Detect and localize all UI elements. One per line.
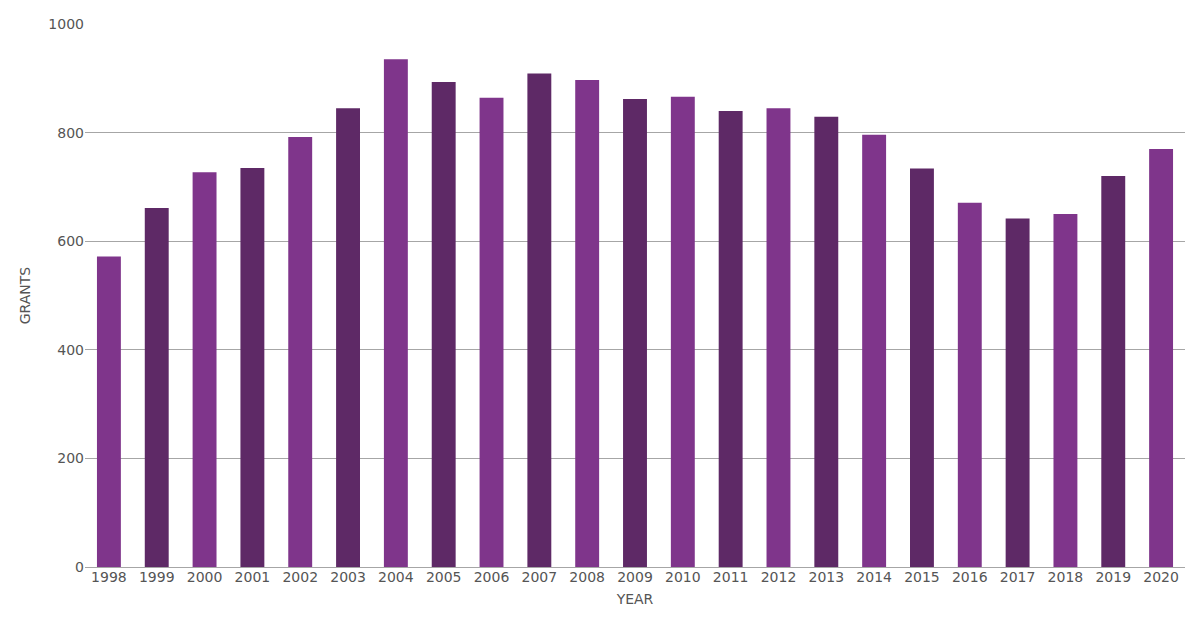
svg-text:600: 600 <box>57 233 84 249</box>
svg-text:GRANTS: GRANTS <box>17 267 33 325</box>
svg-text:2001: 2001 <box>235 569 271 585</box>
svg-text:2012: 2012 <box>761 569 797 585</box>
svg-text:2000: 2000 <box>187 569 223 585</box>
svg-text:2005: 2005 <box>426 569 462 585</box>
svg-text:800: 800 <box>57 125 84 141</box>
svg-text:2009: 2009 <box>617 569 653 585</box>
svg-text:2020: 2020 <box>1143 569 1179 585</box>
svg-text:2011: 2011 <box>713 569 749 585</box>
svg-text:2016: 2016 <box>952 569 988 585</box>
svg-text:1999: 1999 <box>139 569 175 585</box>
svg-text:2003: 2003 <box>330 569 366 585</box>
svg-text:2008: 2008 <box>569 569 605 585</box>
svg-text:1998: 1998 <box>91 569 127 585</box>
svg-text:2002: 2002 <box>282 569 318 585</box>
svg-text:2014: 2014 <box>856 569 892 585</box>
svg-text:2007: 2007 <box>522 569 558 585</box>
svg-text:0: 0 <box>75 559 84 575</box>
svg-text:2010: 2010 <box>665 569 701 585</box>
svg-text:2004: 2004 <box>378 569 414 585</box>
svg-text:1000: 1000 <box>48 16 84 32</box>
svg-text:2015: 2015 <box>904 569 940 585</box>
svg-text:200: 200 <box>57 450 84 466</box>
svg-text:2013: 2013 <box>808 569 844 585</box>
svg-text:400: 400 <box>57 342 84 358</box>
svg-text:2018: 2018 <box>1048 569 1084 585</box>
svg-text:YEAR: YEAR <box>616 591 654 607</box>
svg-text:2019: 2019 <box>1095 569 1131 585</box>
svg-text:2006: 2006 <box>474 569 510 585</box>
svg-text:2017: 2017 <box>1000 569 1036 585</box>
